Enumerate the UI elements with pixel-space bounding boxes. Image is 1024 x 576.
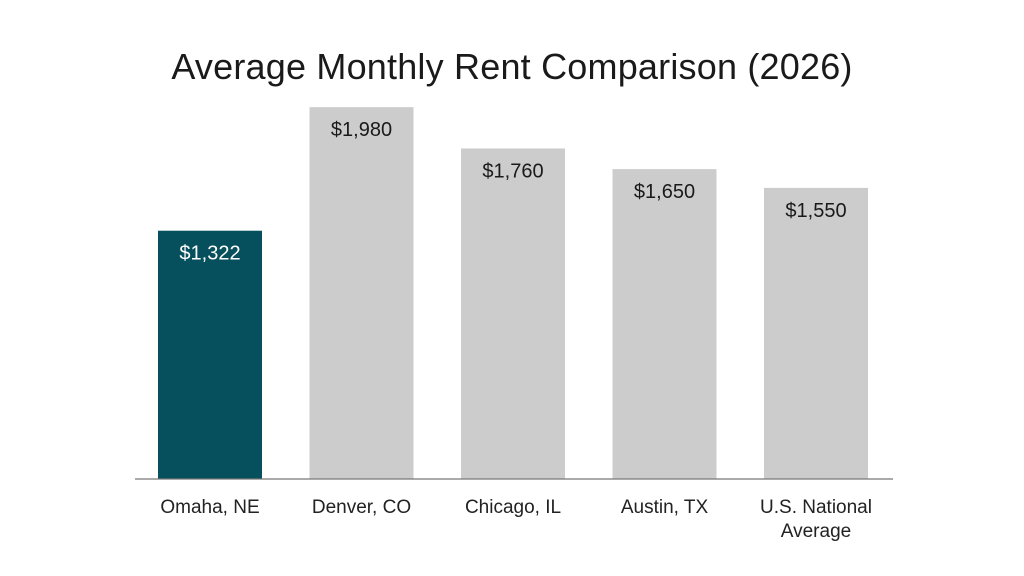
bar-1 xyxy=(309,107,414,480)
bars-group: $1,322 $1,980 $1,760 $1,650 $1,550 xyxy=(158,107,868,480)
bar-value-label-2: $1,760 xyxy=(482,160,543,182)
category-label-4-line-1: Average xyxy=(781,521,851,542)
bar-0 xyxy=(158,230,262,479)
bar-2 xyxy=(461,148,565,479)
bar-value-label-1: $1,980 xyxy=(331,119,392,141)
bar-value-label-4: $1,550 xyxy=(785,200,846,222)
category-label-2: Chicago, IL xyxy=(465,497,561,518)
category-label-3-line-0: Austin, TX xyxy=(621,497,709,518)
bar-4 xyxy=(764,187,868,479)
category-label-1-line-0: Denver, CO xyxy=(312,497,411,518)
bar-value-label-0: $1,322 xyxy=(179,243,240,265)
category-labels-group: Omaha, NE Denver, CO Chicago, IL Austin, TX… xyxy=(160,497,872,542)
category-label-2-line-0: Chicago, IL xyxy=(465,497,561,518)
bar-3 xyxy=(612,169,717,479)
category-label-3: Austin, TX xyxy=(621,497,709,518)
category-label-4-line-0: U.S. National xyxy=(760,497,872,518)
category-label-0-line-0: Omaha, NE xyxy=(160,497,259,518)
bar-value-label-3: $1,650 xyxy=(634,181,695,203)
category-label-4: U.S. National Average xyxy=(760,497,872,542)
chart-title: Average Monthly Rent Comparison (2026) xyxy=(171,46,853,87)
category-label-0: Omaha, NE xyxy=(160,497,259,518)
category-label-1: Denver, CO xyxy=(312,497,411,518)
